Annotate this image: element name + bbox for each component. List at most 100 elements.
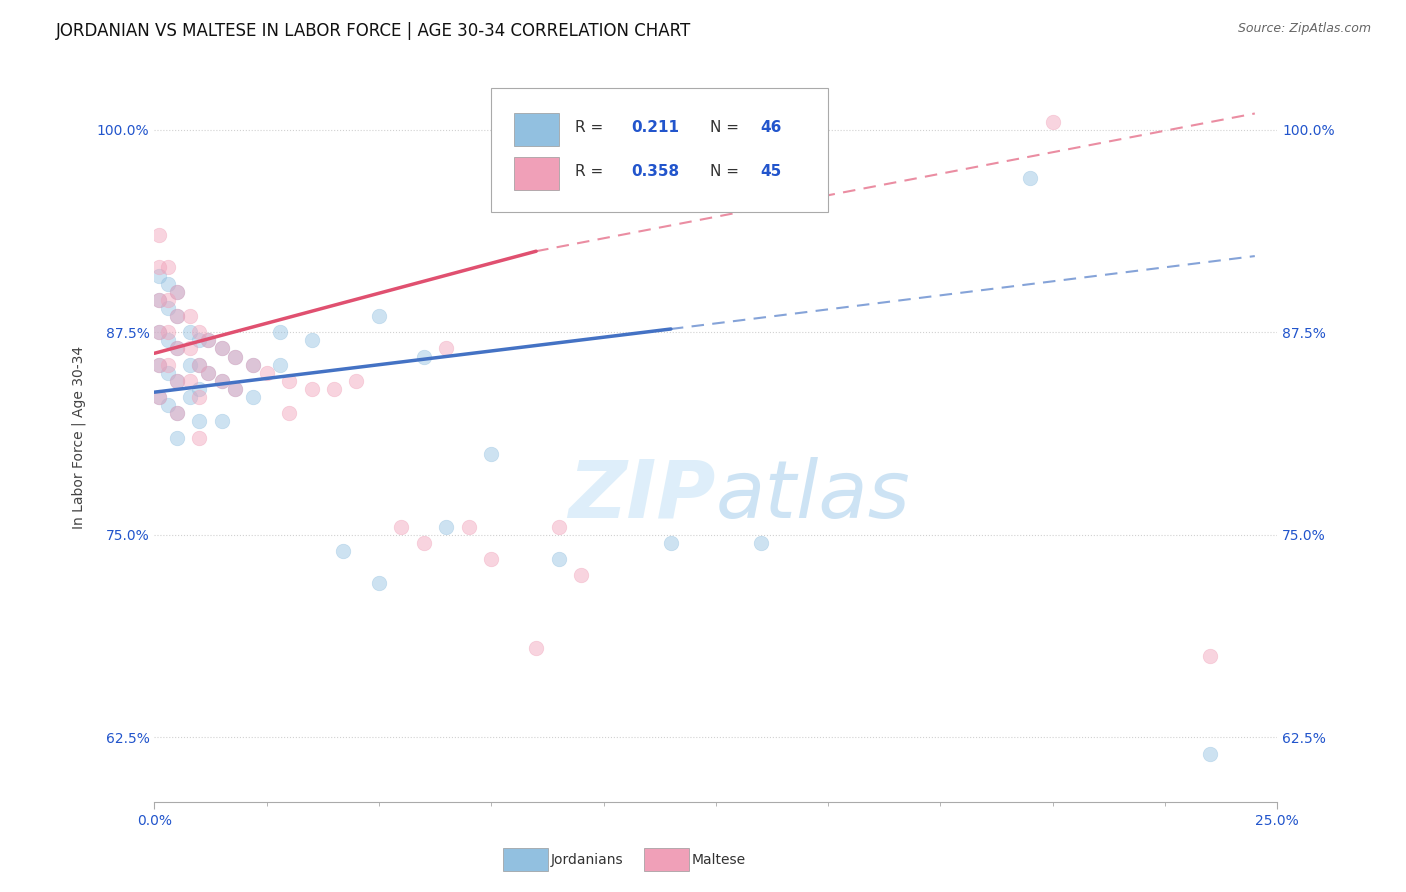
Point [659, 536, 682, 550]
Point [166, 406, 188, 420]
Text: N =: N = [710, 120, 740, 136]
Point [188, 390, 211, 404]
Point [179, 325, 201, 339]
Point [368, 309, 391, 323]
Text: Jordanians: Jordanians [551, 853, 624, 867]
Point [188, 431, 211, 445]
Point [166, 285, 188, 299]
Point [166, 309, 188, 323]
Point [156, 366, 179, 380]
Point [156, 260, 179, 275]
Text: R =: R = [575, 164, 613, 179]
Point [211, 374, 233, 388]
Point [211, 374, 233, 388]
Point [166, 342, 188, 356]
Point [256, 366, 278, 380]
Point [156, 277, 179, 291]
Point [211, 414, 233, 428]
Point [156, 301, 179, 315]
Point [242, 358, 264, 372]
Point [156, 334, 179, 348]
Point [332, 544, 354, 558]
Point [197, 366, 219, 380]
Y-axis label: In Labor Force | Age 30-34: In Labor Force | Age 30-34 [72, 346, 86, 529]
Point [301, 334, 323, 348]
Point [188, 334, 211, 348]
Point [179, 390, 201, 404]
Text: Maltese: Maltese [692, 853, 745, 867]
Point [524, 641, 547, 656]
Point [224, 382, 246, 396]
Text: 0.211: 0.211 [631, 120, 679, 136]
Point [547, 552, 569, 566]
Point [278, 374, 301, 388]
Point [269, 325, 291, 339]
Point [148, 390, 170, 404]
Point [179, 309, 201, 323]
Text: JORDANIAN VS MALTESE IN LABOR FORCE | AGE 30-34 CORRELATION CHART: JORDANIAN VS MALTESE IN LABOR FORCE | AG… [56, 22, 692, 40]
Point [1019, 171, 1042, 186]
Point [412, 536, 434, 550]
Point [148, 293, 170, 307]
Point [148, 268, 170, 283]
Point [1199, 747, 1222, 761]
Point [479, 552, 502, 566]
Text: 46: 46 [761, 120, 782, 136]
Point [211, 342, 233, 356]
Point [166, 342, 188, 356]
Text: R =: R = [575, 120, 613, 136]
Point [569, 568, 592, 582]
Point [188, 325, 211, 339]
Point [242, 390, 264, 404]
FancyBboxPatch shape [491, 87, 828, 211]
Text: ZIP: ZIP [568, 457, 716, 535]
Point [179, 342, 201, 356]
Point [323, 382, 346, 396]
Point [166, 374, 188, 388]
Point [156, 398, 179, 412]
Point [224, 382, 246, 396]
Point [197, 366, 219, 380]
Point [211, 342, 233, 356]
Point [412, 350, 434, 364]
Point [148, 325, 170, 339]
Point [346, 374, 368, 388]
Point [188, 414, 211, 428]
Point [547, 519, 569, 533]
Point [148, 390, 170, 404]
Point [434, 519, 457, 533]
Point [301, 382, 323, 396]
Point [269, 358, 291, 372]
Point [188, 358, 211, 372]
Point [156, 358, 179, 372]
Point [457, 519, 479, 533]
Point [166, 374, 188, 388]
Point [188, 382, 211, 396]
Point [224, 350, 246, 364]
Point [148, 293, 170, 307]
Point [242, 358, 264, 372]
Point [148, 260, 170, 275]
Point [148, 358, 170, 372]
Point [166, 406, 188, 420]
Point [197, 334, 219, 348]
Point [1042, 114, 1064, 128]
Text: 0.358: 0.358 [631, 164, 679, 179]
Text: 45: 45 [761, 164, 782, 179]
Point [148, 358, 170, 372]
Point [156, 293, 179, 307]
Point [166, 285, 188, 299]
Point [479, 447, 502, 461]
Point [166, 309, 188, 323]
Point [434, 342, 457, 356]
Point [749, 536, 772, 550]
Point [148, 227, 170, 242]
Text: N =: N = [710, 164, 740, 179]
Bar [513, 113, 558, 146]
Point [368, 576, 391, 591]
Point [179, 374, 201, 388]
Point [197, 334, 219, 348]
Point [179, 358, 201, 372]
Text: atlas: atlas [716, 457, 911, 535]
Point [278, 406, 301, 420]
